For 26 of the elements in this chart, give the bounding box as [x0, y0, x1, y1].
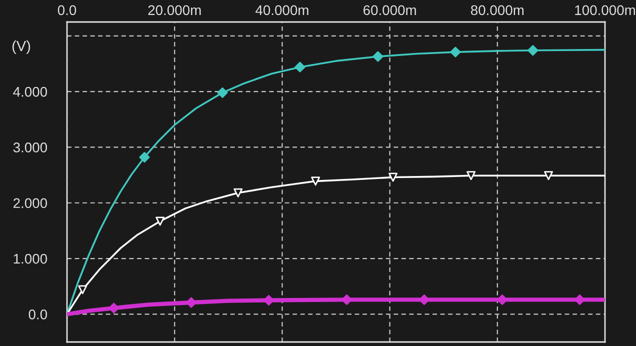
- point: [528, 45, 538, 56]
- y-tick-label: 0.0: [28, 310, 48, 320]
- x-tick-label: 100.000m: [575, 5, 635, 16]
- y-tick-label: 1.000: [14, 254, 48, 264]
- y-tick-label: 2.000: [14, 198, 48, 208]
- point: [466, 171, 476, 180]
- x-tick-label: 60.000m: [363, 5, 416, 16]
- x-tick-label: 20.000m: [148, 5, 201, 16]
- y-tick-label: 4.000: [13, 86, 48, 97]
- point: [78, 285, 88, 294]
- point: [294, 62, 306, 72]
- point: [108, 302, 120, 314]
- x-tick-label: 80.000m: [470, 5, 524, 16]
- point: [388, 172, 398, 182]
- point: [544, 171, 554, 180]
- y-axis-title: (V): [12, 40, 30, 54]
- point: [156, 216, 165, 226]
- point: [139, 152, 150, 163]
- x-tick-label: 0.0: [58, 5, 76, 16]
- point: [234, 188, 243, 198]
- point: [450, 46, 461, 58]
- point: [311, 176, 320, 186]
- x-tick-label: 40.000m: [255, 5, 308, 16]
- point: [372, 51, 384, 62]
- point: [217, 87, 228, 98]
- y-tick-label: 3.000: [13, 142, 48, 152]
